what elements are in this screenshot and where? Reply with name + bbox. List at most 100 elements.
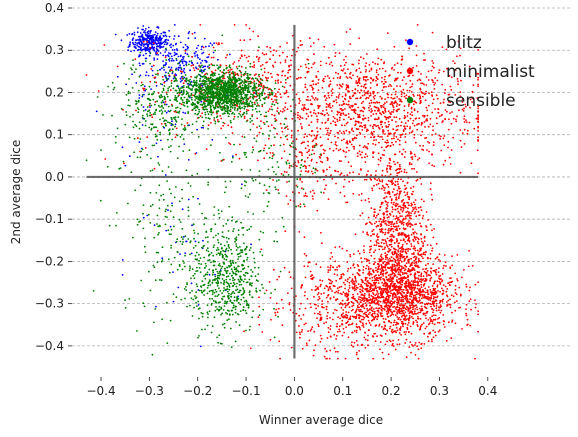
point-minimalist xyxy=(444,159,447,162)
point-blitz xyxy=(204,45,207,48)
point-minimalist xyxy=(412,232,415,235)
point-minimalist xyxy=(303,236,306,239)
point-minimalist xyxy=(406,248,408,251)
point-minimalist xyxy=(387,201,389,204)
point-minimalist xyxy=(123,162,125,165)
point-minimalist xyxy=(297,161,300,164)
point-minimalist xyxy=(278,54,281,57)
point-minimalist xyxy=(474,299,476,302)
point-minimalist xyxy=(405,236,407,239)
point-minimalist xyxy=(384,122,386,124)
point-minimalist xyxy=(378,68,381,70)
point-minimalist xyxy=(323,77,325,80)
point-minimalist xyxy=(142,40,145,43)
point-minimalist xyxy=(340,160,342,163)
point-minimalist xyxy=(339,173,342,176)
point-minimalist xyxy=(289,59,292,62)
point-minimalist xyxy=(442,120,444,122)
point-minimalist xyxy=(193,69,196,72)
point-minimalist xyxy=(358,115,361,118)
point-minimalist xyxy=(360,122,363,124)
point-minimalist xyxy=(426,229,428,232)
point-minimalist xyxy=(388,247,390,250)
point-minimalist xyxy=(411,224,414,227)
point-minimalist xyxy=(477,130,479,132)
point-minimalist xyxy=(420,240,423,243)
point-minimalist xyxy=(298,102,301,105)
point-minimalist xyxy=(391,183,394,186)
point-minimalist xyxy=(459,95,462,98)
point-minimalist xyxy=(423,240,426,243)
point-minimalist xyxy=(357,116,360,119)
point-minimalist xyxy=(398,332,401,334)
point-minimalist xyxy=(303,136,306,139)
point-minimalist xyxy=(436,280,439,283)
point-minimalist xyxy=(358,306,360,309)
point-blitz xyxy=(142,216,145,219)
point-blitz xyxy=(146,214,149,217)
point-minimalist xyxy=(413,137,416,139)
point-minimalist xyxy=(394,294,397,297)
point-minimalist xyxy=(371,134,374,136)
point-minimalist xyxy=(396,280,399,283)
point-blitz xyxy=(139,38,141,40)
point-minimalist xyxy=(415,319,417,322)
point-minimalist xyxy=(350,97,352,100)
point-minimalist xyxy=(299,65,302,68)
point-minimalist xyxy=(385,195,388,198)
point-minimalist xyxy=(344,283,346,286)
point-minimalist xyxy=(409,273,412,276)
point-minimalist xyxy=(373,135,376,138)
point-blitz xyxy=(213,42,216,45)
point-minimalist xyxy=(436,97,439,100)
point-minimalist xyxy=(358,173,360,176)
point-minimalist xyxy=(173,74,176,77)
point-minimalist xyxy=(455,300,458,302)
point-minimalist xyxy=(409,248,411,251)
point-minimalist xyxy=(383,220,385,223)
point-minimalist xyxy=(325,103,328,105)
point-minimalist xyxy=(446,110,448,113)
point-minimalist xyxy=(475,72,478,75)
point-minimalist xyxy=(459,54,461,57)
point-minimalist xyxy=(361,151,363,154)
point-minimalist xyxy=(440,309,443,312)
point-minimalist xyxy=(397,197,400,200)
point-minimalist xyxy=(380,223,383,226)
point-minimalist xyxy=(378,127,381,130)
point-minimalist xyxy=(395,217,398,220)
point-minimalist xyxy=(377,268,380,270)
point-minimalist xyxy=(297,116,299,119)
point-minimalist xyxy=(352,117,355,120)
point-blitz xyxy=(165,54,167,57)
point-blitz xyxy=(133,49,136,52)
point-blitz xyxy=(157,50,160,52)
point-minimalist xyxy=(375,75,378,78)
point-minimalist xyxy=(393,135,395,137)
point-blitz xyxy=(181,79,183,82)
point-minimalist xyxy=(318,311,321,313)
point-minimalist xyxy=(455,293,458,296)
point-minimalist xyxy=(326,112,329,115)
point-minimalist xyxy=(335,101,338,104)
point-minimalist xyxy=(387,300,390,302)
point-minimalist xyxy=(322,306,325,309)
point-minimalist xyxy=(305,322,307,325)
point-minimalist xyxy=(338,87,341,90)
point-minimalist xyxy=(325,106,328,109)
point-minimalist xyxy=(384,288,387,290)
point-minimalist xyxy=(389,167,391,170)
point-blitz xyxy=(153,59,156,61)
point-minimalist xyxy=(392,257,395,260)
point-minimalist xyxy=(384,265,387,267)
point-blitz xyxy=(138,94,141,96)
point-minimalist xyxy=(327,300,329,303)
point-minimalist xyxy=(420,233,422,236)
point-minimalist xyxy=(287,203,290,205)
point-minimalist xyxy=(396,180,399,183)
point-minimalist xyxy=(385,297,388,300)
point-minimalist xyxy=(404,217,407,220)
point-minimalist xyxy=(368,262,371,264)
point-minimalist xyxy=(417,357,420,360)
point-minimalist xyxy=(413,289,415,291)
